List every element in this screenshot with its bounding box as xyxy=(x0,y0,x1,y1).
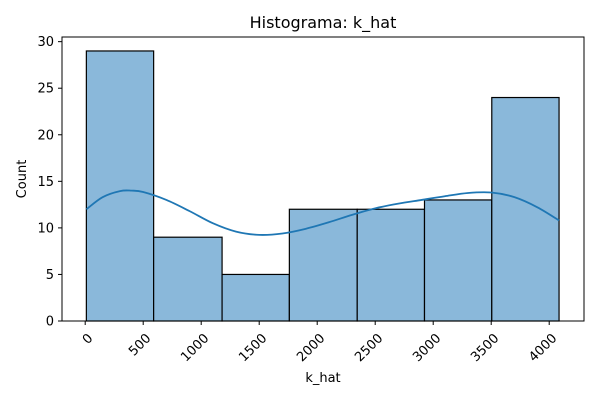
y-tick-label: 15 xyxy=(37,175,54,190)
histogram-bar xyxy=(356,208,426,322)
x-axis-ticks: 0 500 1000 1500 2000 2500 3000 3500 4000 xyxy=(80,321,560,365)
y-tick-label: 30 xyxy=(37,35,54,50)
y-tick-label: 0 xyxy=(46,315,54,330)
x-tick-label: 3000 xyxy=(410,331,444,365)
y-tick-label: 5 xyxy=(46,268,54,283)
x-tick-label: 2000 xyxy=(294,331,328,365)
x-tick-label: 4000 xyxy=(526,331,560,365)
x-tick-label: 1500 xyxy=(236,331,270,365)
histogram-bar xyxy=(423,199,493,322)
histogram-bar xyxy=(153,236,223,322)
plot-frame xyxy=(61,36,585,322)
x-tick-label: 3500 xyxy=(468,331,502,365)
chart-title: Histograma: k_hat xyxy=(250,13,397,33)
x-tick-label: 2500 xyxy=(352,331,386,365)
kde-line xyxy=(85,189,560,236)
y-axis-label: Count xyxy=(15,160,30,199)
y-tick-label: 10 xyxy=(37,221,54,236)
x-tick-label: 0 xyxy=(80,331,96,347)
kde-group xyxy=(85,189,560,236)
bars-group xyxy=(85,50,560,322)
x-tick-label: 1000 xyxy=(178,331,212,365)
histogram-bar xyxy=(288,208,358,322)
y-tick-label: 25 xyxy=(37,82,54,97)
x-axis-label: k_hat xyxy=(305,371,340,386)
histogram-bar xyxy=(85,50,155,322)
histogram-bar xyxy=(491,96,560,322)
histogram-bar xyxy=(221,273,290,322)
x-tick-label: 500 xyxy=(126,331,154,359)
y-axis-ticks: 0 5 10 15 20 25 30 xyxy=(37,35,62,330)
y-tick-label: 20 xyxy=(37,128,54,143)
